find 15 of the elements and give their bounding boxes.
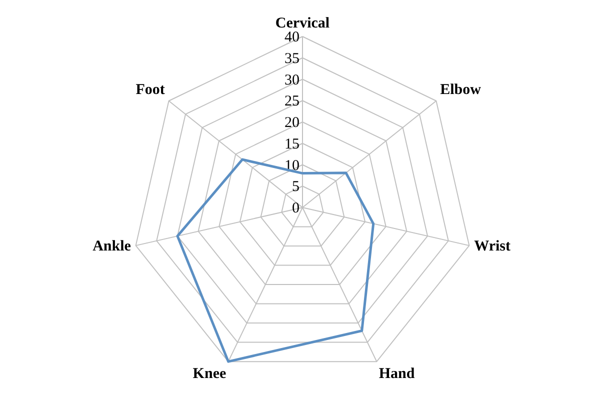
spoke-label: Elbow — [440, 82, 482, 98]
spoke-label: Foot — [136, 82, 165, 98]
y-tick-label: 35 — [284, 50, 300, 67]
y-tick-label: 25 — [284, 94, 300, 110]
y-tick-label: 20 — [284, 115, 300, 131]
spoke-label: Cervical — [275, 16, 330, 32]
y-tick-label: 40 — [284, 30, 300, 46]
y-tick-label: 5 — [292, 179, 300, 196]
y-tick-label: 30 — [284, 72, 300, 88]
y-tick-label: 0 — [292, 200, 300, 216]
spoke-label: Knee — [192, 366, 226, 382]
spoke-label: Ankle — [92, 238, 132, 255]
spoke-label: Wrist — [474, 238, 510, 255]
y-tick-label: 15 — [284, 136, 300, 152]
spoke-label: Hand — [378, 366, 416, 382]
